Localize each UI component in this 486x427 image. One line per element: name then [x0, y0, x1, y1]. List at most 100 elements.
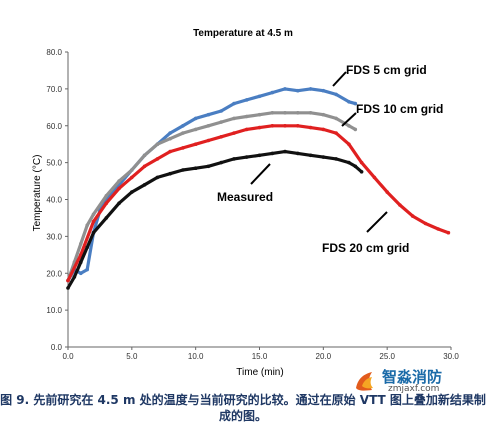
data-point-fds-20-cm-grid	[446, 230, 451, 235]
data-point-fds-10-cm-grid	[85, 223, 89, 228]
y-tick-label: 60.0	[46, 122, 62, 131]
data-point-fds-20-cm-grid	[206, 138, 211, 143]
y-tick-label: 20.0	[46, 269, 62, 278]
annotation-pointer-fds10	[341, 112, 357, 127]
data-point-fds-5-cm-grid	[353, 101, 358, 106]
data-point-fds-10-cm-grid	[308, 111, 313, 115]
data-point-measured	[66, 286, 70, 290]
data-point-fds-20-cm-grid	[308, 125, 313, 130]
data-point-measured	[334, 157, 338, 161]
data-point-fds-5-cm-grid	[283, 87, 287, 91]
data-point-measured	[130, 190, 134, 194]
data-point-fds-5-cm-grid	[181, 124, 185, 128]
series-line-measured	[66, 150, 364, 290]
data-point-fds-20-cm-grid	[168, 149, 172, 154]
x-tick-label: 20.0	[316, 352, 332, 361]
data-point-fds-10-cm-grid	[130, 168, 134, 172]
data-point-measured	[219, 160, 223, 165]
data-point-fds-20-cm-grid	[296, 124, 300, 128]
data-point-fds-10-cm-grid	[91, 212, 96, 217]
data-point-fds-5-cm-grid	[244, 98, 249, 102]
x-tick-label: 25.0	[379, 352, 395, 361]
data-point-fds-20-cm-grid	[142, 164, 147, 169]
x-axis-label: Time (min)	[236, 367, 283, 378]
data-point-fds-20-cm-grid	[66, 278, 70, 283]
series-group	[66, 87, 451, 290]
data-point-fds-10-cm-grid	[104, 194, 109, 198]
data-point-measured	[193, 166, 198, 170]
data-point-fds-20-cm-grid	[130, 175, 134, 180]
data-point-fds-20-cm-grid	[257, 125, 262, 130]
data-point-fds-20-cm-grid	[283, 124, 287, 128]
data-point-fds-20-cm-grid	[436, 227, 441, 231]
data-point-fds-10-cm-grid	[219, 120, 223, 124]
series-line-fds-5-cm-grid	[66, 87, 357, 283]
data-point-measured	[104, 216, 109, 220]
data-point-fds-5-cm-grid	[347, 100, 351, 104]
y-tick-label: 80.0	[46, 48, 62, 57]
data-point-fds-20-cm-grid	[91, 219, 96, 224]
data-point-fds-10-cm-grid	[232, 116, 236, 121]
data-point-fds-20-cm-grid	[321, 127, 326, 132]
data-point-measured	[359, 170, 364, 174]
data-point-fds-5-cm-grid	[85, 267, 89, 272]
x-tick-label: 10.0	[188, 352, 204, 361]
data-point-fds-10-cm-grid	[155, 142, 160, 146]
data-point-measured	[321, 155, 326, 159]
data-point-fds-20-cm-grid	[423, 221, 428, 226]
y-tick-label: 30.0	[46, 232, 62, 241]
data-point-fds-20-cm-grid	[385, 190, 390, 194]
watermark-title: 智淼消防	[382, 368, 443, 386]
data-point-fds-5-cm-grid	[168, 131, 172, 135]
data-point-fds-5-cm-grid	[257, 94, 262, 99]
figure-caption: 图 9. 先前研究在 4.5 m 处的温度与当前研究的比较。通过在原始 VTT …	[0, 393, 486, 423]
data-point-measured	[308, 153, 313, 158]
data-point-fds-20-cm-grid	[155, 157, 160, 161]
annotation-fds20: FDS 20 cm grid	[322, 241, 409, 255]
data-point-measured	[232, 157, 236, 161]
data-point-fds-10-cm-grid	[347, 124, 351, 128]
annotation-fds5: FDS 5 cm grid	[346, 63, 427, 77]
data-point-fds-10-cm-grid	[193, 127, 198, 132]
data-point-measured	[296, 151, 300, 156]
data-point-fds-20-cm-grid	[410, 214, 415, 218]
data-point-measured	[347, 160, 351, 165]
data-point-fds-5-cm-grid	[334, 92, 338, 97]
data-point-fds-20-cm-grid	[79, 253, 83, 257]
watermark-subtitle: zmjaxf.com	[388, 384, 440, 394]
data-point-measured	[181, 168, 185, 172]
data-point-fds-20-cm-grid	[219, 135, 223, 139]
data-point-fds-20-cm-grid	[104, 201, 109, 205]
temperature-chart: Temperature at 4.5 m Temperature (°C) Ti…	[32, 28, 459, 378]
data-point-fds-5-cm-grid	[79, 271, 83, 276]
watermark-logo-icon	[356, 372, 373, 391]
data-point-fds-10-cm-grid	[283, 111, 287, 115]
x-tick-label: 5.0	[126, 352, 138, 361]
annotation-measured: Measured	[217, 190, 273, 204]
data-point-fds-10-cm-grid	[79, 242, 83, 246]
data-point-measured	[353, 164, 358, 169]
data-point-measured	[85, 245, 89, 250]
data-point-fds-20-cm-grid	[244, 127, 249, 132]
series-line-fds-10-cm-grid	[66, 111, 357, 283]
y-tick-label: 40.0	[46, 196, 62, 205]
annotations: FDS 5 cm grid FDS 10 cm grid Measured FD…	[217, 63, 443, 255]
data-point-fds-20-cm-grid	[117, 186, 121, 191]
data-point-fds-5-cm-grid	[321, 88, 326, 93]
data-point-fds-10-cm-grid	[168, 136, 172, 141]
annotation-pointer-fds20	[366, 211, 388, 233]
data-point-measured	[155, 175, 160, 180]
y-tick-label: 70.0	[46, 85, 62, 94]
y-tick-label: 50.0	[46, 159, 62, 168]
data-point-fds-20-cm-grid	[372, 175, 377, 180]
data-point-fds-10-cm-grid	[181, 131, 185, 135]
annotation-pointer-fds5	[332, 71, 347, 87]
chart-title: Temperature at 4.5 m	[193, 28, 293, 39]
data-point-measured	[79, 260, 83, 265]
x-tick-label: 30.0	[443, 352, 459, 361]
data-point-fds-20-cm-grid	[193, 142, 198, 146]
x-tick-label: 0.0	[62, 352, 74, 361]
data-point-fds-10-cm-grid	[353, 127, 358, 132]
annotation-fds10: FDS 10 cm grid	[356, 102, 443, 116]
data-point-fds-5-cm-grid	[219, 109, 223, 113]
